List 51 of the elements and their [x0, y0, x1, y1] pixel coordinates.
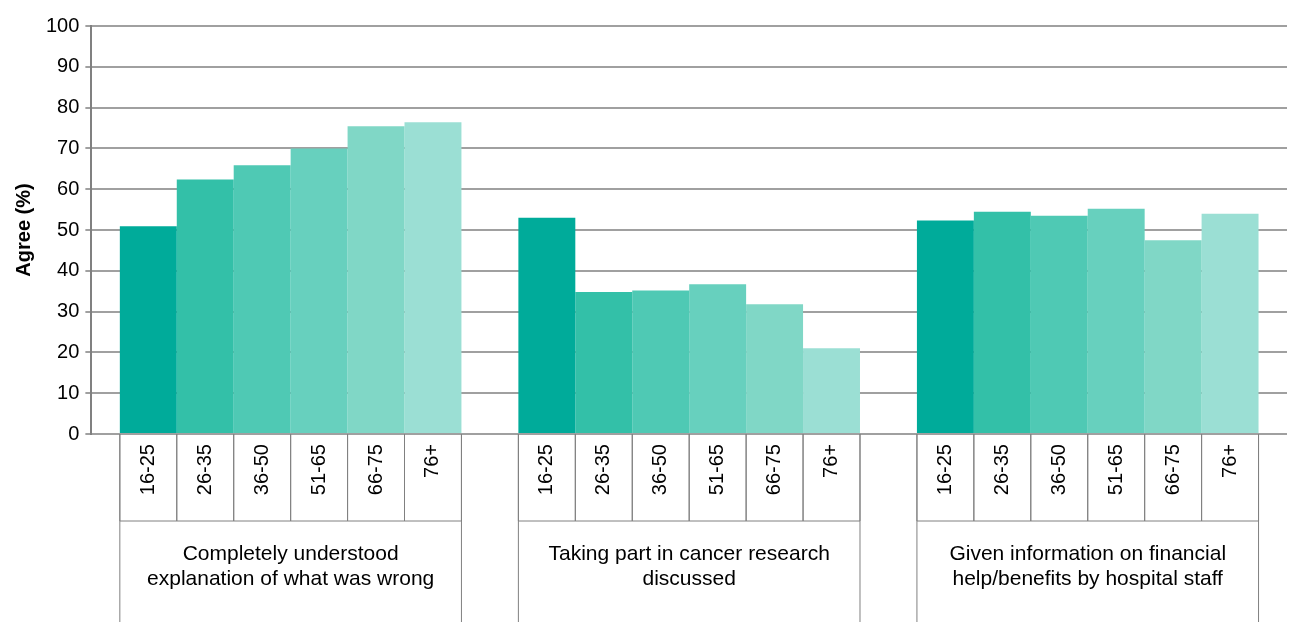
- bar: [518, 217, 576, 433]
- text: 36-50: [648, 444, 671, 496]
- bar: [290, 148, 348, 433]
- bar: [347, 126, 405, 433]
- text: 51-65: [1103, 444, 1126, 496]
- x-tick-label: Taking part in cancer research discussed: [548, 541, 830, 590]
- text: 26-35: [591, 444, 614, 496]
- text: 26-35: [192, 444, 215, 496]
- bar: [1201, 213, 1259, 433]
- bar: [233, 165, 291, 433]
- text: 16-25: [534, 444, 557, 496]
- bar: [746, 304, 804, 433]
- text: 66-75: [762, 444, 785, 496]
- text: 76+: [420, 444, 443, 478]
- y-tick-label: 40: [57, 258, 80, 281]
- bar: [803, 348, 860, 433]
- bar: [1144, 240, 1202, 433]
- y-tick-label: 50: [57, 217, 80, 240]
- text: 26-35: [989, 444, 1012, 496]
- bar: [575, 292, 633, 433]
- y-tick-label: 70: [57, 135, 80, 158]
- y-tick-label: 0: [68, 421, 80, 444]
- text: 76+: [819, 444, 842, 478]
- x-tick-label: Given information on financial help/benefits by hospital staff: [949, 541, 1227, 590]
- y-axis-title: Agree (%): [11, 183, 34, 277]
- text: 36-50: [249, 444, 272, 496]
- bar: [1087, 208, 1145, 433]
- text: 51-65: [306, 444, 329, 496]
- bar: [119, 226, 177, 433]
- text: 16-25: [135, 444, 158, 496]
- text: 66-75: [1160, 444, 1183, 496]
- y-tick-label: 20: [57, 339, 80, 362]
- text: 36-50: [1046, 444, 1069, 496]
- bar: [176, 179, 234, 433]
- bar: [632, 290, 690, 433]
- y-tick-label: 100: [45, 13, 80, 36]
- text: 51-65: [705, 444, 728, 496]
- y-tick-label: 10: [57, 380, 80, 403]
- text: 76+: [1217, 444, 1240, 478]
- bar: [689, 284, 747, 433]
- bar: [973, 211, 1031, 433]
- y-tick-label: 80: [57, 95, 80, 118]
- text: 16-25: [932, 444, 955, 496]
- bar: [404, 122, 462, 433]
- y-tick-label: 60: [57, 176, 80, 199]
- bar: [916, 220, 974, 433]
- x-tick-label: Completely understood explanation of what was wrong: [147, 541, 435, 590]
- text: 66-75: [363, 444, 386, 496]
- y-tick-label: 30: [57, 299, 80, 322]
- bar: [1030, 215, 1088, 433]
- y-tick-label: 90: [57, 54, 80, 77]
